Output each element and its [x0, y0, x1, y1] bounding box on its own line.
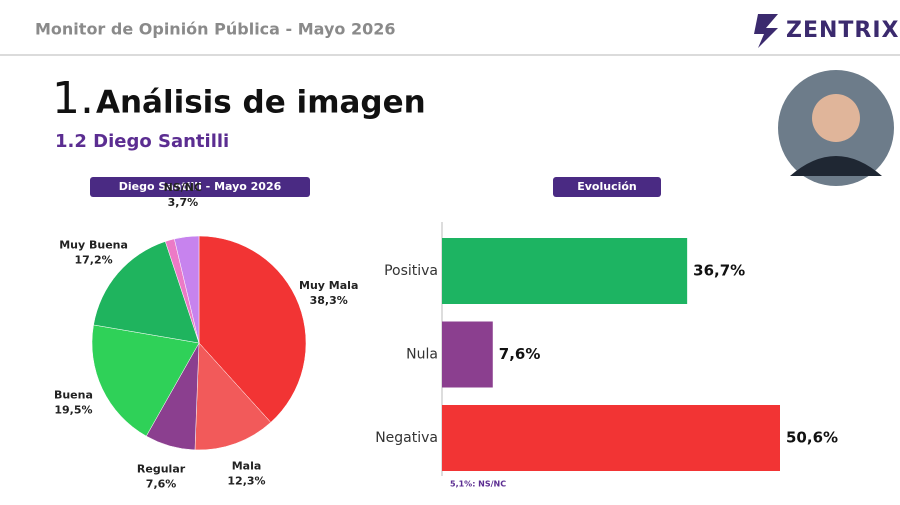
bar [442, 405, 780, 471]
pie-value-label: 12,3% [227, 475, 265, 488]
pie-title: Diego Santilli - Mayo 2026 [119, 180, 282, 193]
pie-label: Muy Buena [59, 238, 128, 251]
pie-slice [198, 235, 307, 423]
pie-slice [93, 241, 200, 344]
pie-label: Muy Mala [299, 279, 358, 292]
pie-title-pill [90, 177, 310, 197]
pie-label: NS/NC [164, 181, 202, 194]
section-number: 1. [52, 73, 94, 124]
bar [442, 321, 493, 388]
logo-text: ZENTRIX [786, 18, 900, 43]
pie-value-label: 17,2% [75, 253, 113, 266]
bar-category-label: Nula [406, 347, 438, 363]
pie-value-label: 3,7% [168, 196, 199, 209]
bar-value-label: 50,6% [786, 429, 838, 447]
pie-value-label: 38,3% [310, 294, 348, 307]
bar-category-label: Positiva [384, 263, 438, 279]
portrait [778, 70, 894, 186]
pie-value-label: 7,6% [146, 478, 177, 491]
bar-value-label: 7,6% [499, 345, 541, 363]
pie-slice [91, 324, 200, 437]
bar-title-pill [553, 177, 661, 197]
subtitle: 1.2 Diego Santilli [55, 131, 229, 152]
pie-value-label: 19,5% [54, 404, 92, 417]
pie-label: Mala [232, 460, 262, 473]
pie-label: Buena [54, 389, 93, 402]
pie-label: Regular [137, 463, 186, 476]
pie-slice [194, 342, 272, 451]
pie-slice [174, 235, 200, 344]
header-text: Monitor de Opinión Pública - Mayo 2026 [35, 20, 395, 39]
bar [442, 238, 688, 304]
title: Análisis de imagen [96, 85, 426, 121]
bar-note: 5,1%: NS/NC [450, 480, 506, 489]
bar-category-label: Negativa [375, 430, 438, 446]
logo-mark [754, 14, 778, 48]
bar-title: Evolución [577, 180, 637, 193]
bar-value-label: 36,7% [693, 262, 745, 280]
